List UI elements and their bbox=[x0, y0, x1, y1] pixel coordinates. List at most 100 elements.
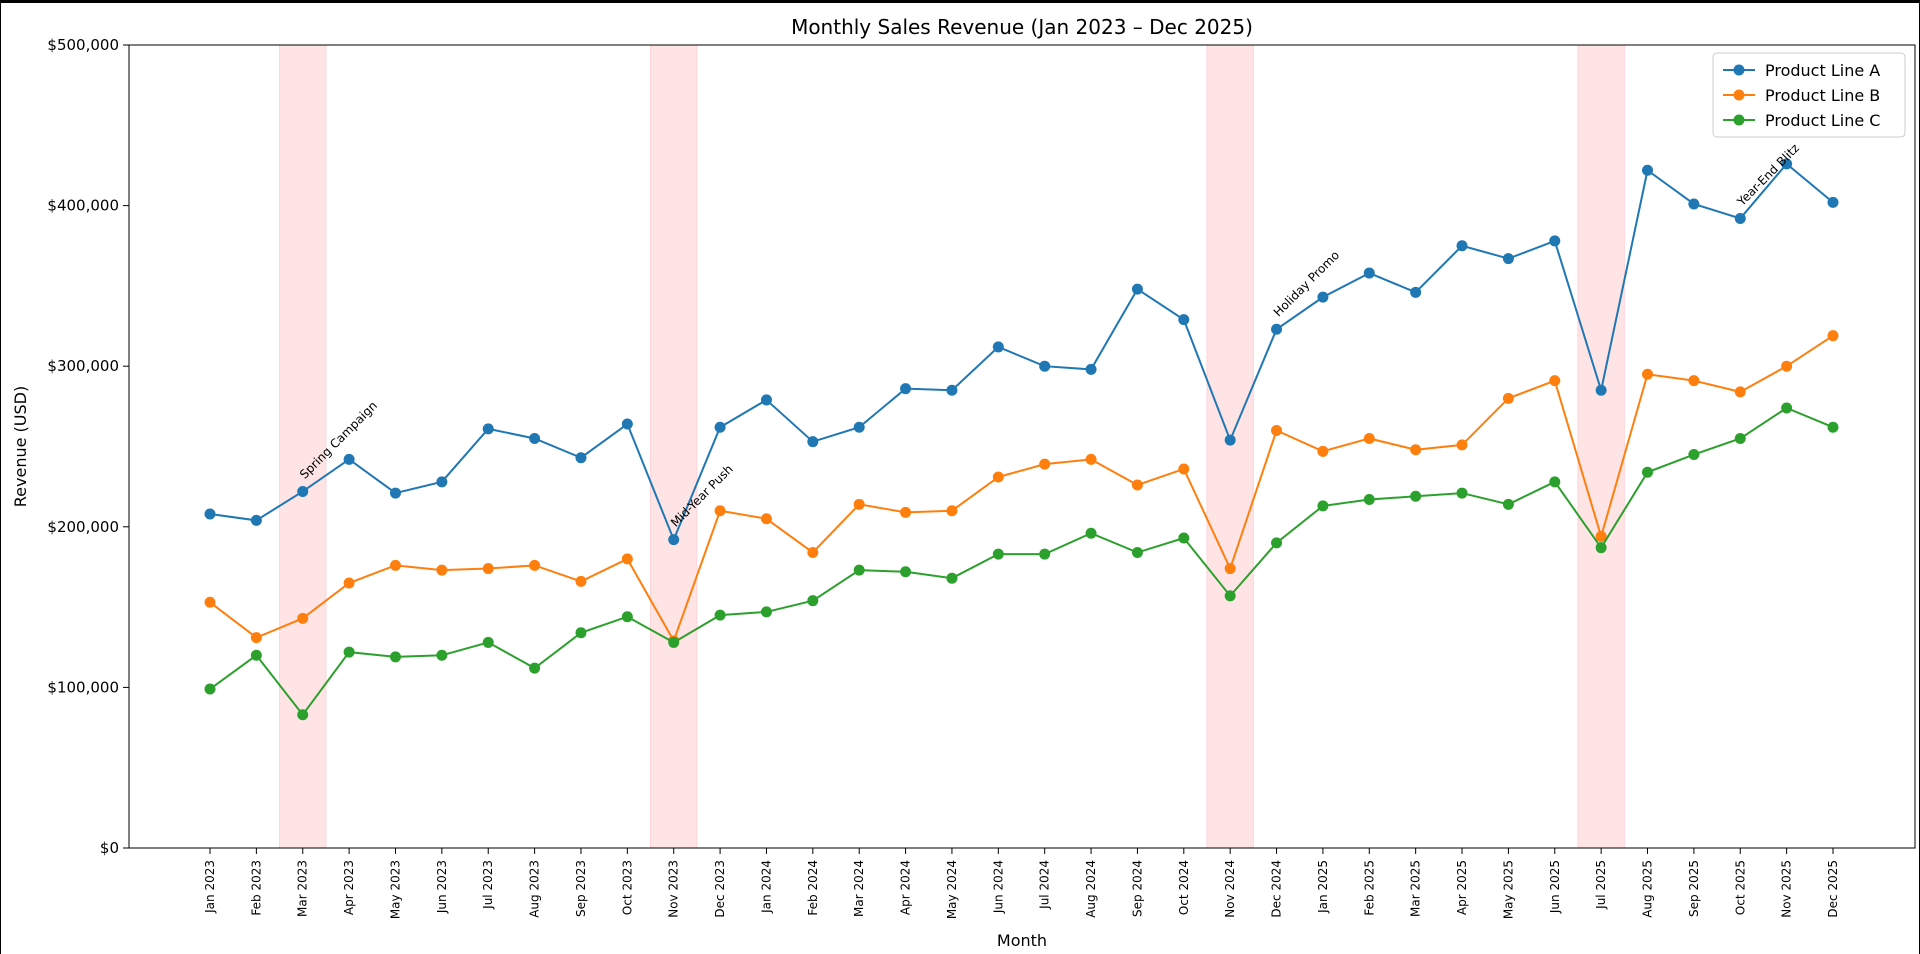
promo-region-1 bbox=[650, 44, 698, 849]
data-point bbox=[1502, 253, 1514, 265]
data-point bbox=[1131, 283, 1143, 295]
x-tick-label: Nov 2023 bbox=[667, 860, 681, 918]
data-point bbox=[1502, 392, 1514, 404]
x-tick-label: Oct 2025 bbox=[1733, 860, 1747, 915]
data-point bbox=[1131, 479, 1143, 491]
data-point bbox=[1688, 198, 1700, 210]
data-point bbox=[1410, 444, 1422, 456]
data-point bbox=[1178, 463, 1190, 475]
data-point bbox=[1827, 421, 1839, 433]
data-point bbox=[1039, 548, 1051, 560]
data-point bbox=[1271, 424, 1283, 436]
promo-region-0 bbox=[279, 44, 327, 849]
x-tick-label: Apr 2024 bbox=[899, 860, 913, 915]
data-point bbox=[1224, 590, 1236, 602]
y-tick-label: $100,000 bbox=[47, 678, 119, 696]
data-point bbox=[436, 476, 448, 488]
data-point bbox=[575, 575, 587, 587]
data-point bbox=[1502, 498, 1514, 510]
data-point bbox=[436, 564, 448, 576]
data-point bbox=[1317, 445, 1329, 457]
data-point bbox=[529, 662, 541, 674]
data-point bbox=[575, 452, 587, 464]
data-point bbox=[482, 423, 494, 435]
x-tick-label: May 2024 bbox=[945, 860, 959, 919]
data-point bbox=[1642, 164, 1654, 176]
data-point bbox=[529, 559, 541, 571]
data-point bbox=[1224, 563, 1236, 575]
data-point bbox=[946, 572, 958, 584]
data-point bbox=[807, 595, 819, 607]
data-point bbox=[250, 632, 262, 644]
data-point bbox=[529, 432, 541, 444]
y-tick-label: $400,000 bbox=[47, 197, 119, 215]
promo-shading-group bbox=[279, 44, 1625, 849]
data-point bbox=[250, 514, 262, 526]
x-tick-label: Jan 2025 bbox=[1316, 860, 1330, 914]
data-point bbox=[668, 636, 680, 648]
data-point bbox=[1781, 360, 1793, 372]
data-point bbox=[1317, 291, 1329, 303]
data-point bbox=[1039, 458, 1051, 470]
x-tick-label: Sep 2024 bbox=[1130, 860, 1144, 917]
data-point bbox=[1781, 158, 1793, 170]
data-point bbox=[389, 651, 401, 663]
x-tick-label: May 2025 bbox=[1501, 860, 1515, 919]
chart-title: Monthly Sales Revenue (Jan 2023 – Dec 20… bbox=[791, 15, 1253, 39]
data-point bbox=[575, 627, 587, 639]
y-tick-label: $300,000 bbox=[47, 357, 119, 375]
data-point bbox=[853, 564, 865, 576]
x-axis-label: Month bbox=[997, 931, 1047, 950]
data-point bbox=[343, 453, 355, 465]
y-axis-ticks: $0 $100,000 $200,000 $300,000 $400,000 $500,0… bbox=[47, 36, 129, 857]
series-line-3 bbox=[209, 406, 1834, 717]
legend-box bbox=[1712, 52, 1906, 138]
data-point bbox=[1549, 235, 1561, 247]
legend-swatch-marker bbox=[1733, 89, 1745, 101]
x-tick-label: May 2023 bbox=[388, 860, 402, 919]
data-point bbox=[621, 418, 633, 430]
data-point bbox=[807, 436, 819, 448]
x-tick-label: Sep 2025 bbox=[1687, 860, 1701, 917]
data-point bbox=[946, 384, 958, 396]
x-tick-label: Jan 2024 bbox=[759, 860, 773, 914]
data-point bbox=[1178, 532, 1190, 544]
data-point bbox=[1085, 527, 1097, 539]
data-point bbox=[668, 534, 680, 546]
data-point bbox=[1410, 490, 1422, 502]
data-point bbox=[297, 709, 309, 721]
data-point bbox=[992, 548, 1004, 560]
data-point bbox=[1734, 386, 1746, 398]
data-point bbox=[900, 383, 912, 395]
data-point bbox=[1410, 286, 1422, 298]
data-point bbox=[1595, 384, 1607, 396]
x-tick-label: Jul 2024 bbox=[1038, 860, 1052, 910]
data-point bbox=[900, 566, 912, 578]
x-tick-label: Nov 2024 bbox=[1223, 860, 1237, 918]
data-point bbox=[1642, 368, 1654, 380]
x-tick-label: Jun 2024 bbox=[991, 860, 1005, 914]
y-tick-label: $0 bbox=[100, 839, 119, 857]
data-point bbox=[1595, 542, 1607, 554]
x-tick-label: Jun 2025 bbox=[1548, 860, 1562, 914]
data-point bbox=[204, 596, 216, 608]
x-tick-label: Dec 2023 bbox=[713, 860, 727, 918]
x-tick-label: Jul 2023 bbox=[481, 860, 495, 910]
x-tick-label: Jul 2025 bbox=[1594, 860, 1608, 910]
data-point bbox=[760, 394, 772, 406]
data-point bbox=[1456, 487, 1468, 499]
data-point bbox=[1363, 432, 1375, 444]
data-point bbox=[1734, 212, 1746, 224]
data-point bbox=[343, 646, 355, 658]
data-point bbox=[1688, 375, 1700, 387]
data-point bbox=[714, 609, 726, 621]
x-tick-label: Aug 2024 bbox=[1084, 860, 1098, 918]
data-point bbox=[621, 611, 633, 623]
data-point bbox=[1781, 402, 1793, 414]
data-point bbox=[1549, 375, 1561, 387]
data-point bbox=[853, 498, 865, 510]
data-point bbox=[1363, 267, 1375, 279]
y-tick-label: $200,000 bbox=[47, 518, 119, 536]
data-point bbox=[1456, 240, 1468, 252]
